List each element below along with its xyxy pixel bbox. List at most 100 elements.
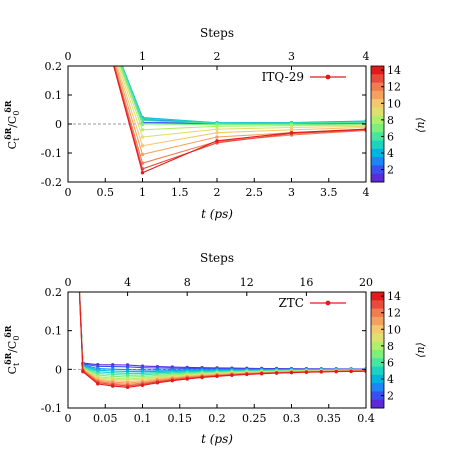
x-tick-label: 0 xyxy=(65,186,72,199)
colorbar-segment xyxy=(371,132,384,142)
data-point-n2 xyxy=(140,366,145,370)
x-tick-label: 0.05 xyxy=(93,412,118,425)
colorbar-tick-label: 8 xyxy=(387,340,394,353)
data-point-n7 xyxy=(140,122,145,126)
p1-legend-marker xyxy=(325,74,331,80)
y-tick-label: 0 xyxy=(55,118,62,131)
colorbar-tick-label: 8 xyxy=(387,114,394,127)
data-point-n2 xyxy=(111,364,115,369)
colorbar-frame xyxy=(370,291,385,409)
panel-ztc: Steps 0 0.05 0.1 0.15 0.2 0.25 0.3 0.35 0.4 0 4 8 12… xyxy=(3,251,427,446)
y-tick-label: -0.2 xyxy=(41,176,62,189)
data-point-n8 xyxy=(140,128,145,132)
data-point-n10 xyxy=(289,128,294,132)
data-point-n14 xyxy=(334,369,338,374)
data-point-n14 xyxy=(230,373,234,377)
data-point-n14 xyxy=(81,369,85,374)
top-tick-label: 0 xyxy=(65,276,72,289)
data-point-n2 xyxy=(125,365,130,369)
colorbar-segment xyxy=(371,74,384,84)
x-tick-label: 0.5 xyxy=(97,186,115,199)
p1-y-axis-label: CtδR/C0δR xyxy=(3,100,21,149)
p1-plot-frame xyxy=(67,65,367,183)
p2-top-axis-label: Steps xyxy=(200,251,234,265)
plot-area xyxy=(68,292,366,390)
colorbar-segment xyxy=(371,350,384,359)
colorbar-segment xyxy=(371,115,384,125)
data-point-n14 xyxy=(304,370,309,374)
colorbar-segment xyxy=(371,391,384,401)
p2-legend-label: ZTC xyxy=(278,296,304,310)
colorbar-tick-label: 12 xyxy=(387,307,401,320)
colorbar-tick-label: 14 xyxy=(387,290,401,303)
colorbar-tick-label: 6 xyxy=(387,130,394,143)
p2-ticks: 0 0.05 0.1 0.15 0.2 0.25 0.3 0.35 0.4 0 4 8 12 16 20 0.… xyxy=(41,276,375,425)
x-tick-label: 1 xyxy=(139,186,146,199)
x-tick-label: 3.5 xyxy=(320,186,338,199)
colorbar-segment xyxy=(371,140,384,150)
top-tick-label: 12 xyxy=(240,276,254,289)
p1-x-axis-label: t (ps) xyxy=(201,207,233,221)
p1-legend-label: ITQ-29 xyxy=(262,70,304,84)
p1-colorbar-label: ⟨n⟩ xyxy=(414,117,427,133)
series-line-n1 xyxy=(120,66,366,126)
x-tick-label: 3 xyxy=(288,186,295,199)
data-point-n14 xyxy=(289,370,294,375)
top-tick-label: 1 xyxy=(139,50,146,63)
data-point-n14 xyxy=(96,382,100,386)
data-point-n14 xyxy=(274,371,279,375)
y-tick-label: 0.2 xyxy=(45,286,63,299)
p1-top-axis-label: Steps xyxy=(200,26,234,40)
colorbar-segment xyxy=(371,90,384,100)
data-point-n14 xyxy=(245,372,249,377)
data-point-n8 xyxy=(215,124,219,129)
x-tick-label: 4 xyxy=(363,186,370,199)
y-tick-label: -0.1 xyxy=(41,402,62,415)
x-tick-label: 0.4 xyxy=(357,412,375,425)
p2-legend-marker xyxy=(325,300,331,306)
colorbar-segment xyxy=(371,374,384,384)
p2-plot-frame xyxy=(67,291,367,409)
data-point-n14 xyxy=(349,369,353,374)
colorbar-segment xyxy=(371,399,384,409)
top-tick-label: 4 xyxy=(124,276,131,289)
x-tick-label: 0.2 xyxy=(208,412,226,425)
y-tick-label: 0.2 xyxy=(45,60,63,73)
colorbar-segment xyxy=(371,173,384,183)
data-point-n14 xyxy=(140,383,145,387)
colorbar-segment xyxy=(371,99,384,108)
data-point-n9 xyxy=(140,135,145,139)
p1-colorbar: 14 12 10 8 6 4 2 xyxy=(370,64,401,183)
colorbar-segment xyxy=(371,325,384,334)
data-point-n14 xyxy=(125,385,130,390)
colorbar-frame xyxy=(370,65,385,183)
data-point-n14 xyxy=(155,381,160,385)
colorbar-segment xyxy=(371,358,384,368)
colorbar-segment xyxy=(371,292,384,301)
data-point-n14 xyxy=(140,171,145,175)
y-tick-label: 0 xyxy=(55,363,62,376)
data-point-n14 xyxy=(170,378,174,383)
colorbar-segment xyxy=(371,366,384,376)
colorbar-tick-label: 10 xyxy=(387,97,401,110)
top-tick-label: 0 xyxy=(65,50,72,63)
series-line-n12 xyxy=(114,66,366,164)
data-point-n14 xyxy=(289,131,294,135)
x-tick-label: 0.35 xyxy=(317,412,342,425)
x-tick-label: 0.15 xyxy=(168,412,193,425)
colorbar-segment xyxy=(371,124,384,133)
colorbar-tick-label: 4 xyxy=(387,147,394,160)
x-tick-label: 2.5 xyxy=(246,186,264,199)
data-point-n14 xyxy=(200,375,204,380)
top-tick-label: 3 xyxy=(288,50,295,63)
colorbar-segment xyxy=(371,66,384,75)
colorbar-segment xyxy=(371,82,384,92)
colorbar-segment xyxy=(371,333,384,343)
series-line-n9 xyxy=(117,66,366,138)
p2-y-axis-label: CtδR/C0δR xyxy=(3,325,21,374)
top-tick-label: 2 xyxy=(214,50,221,63)
colorbar-segment xyxy=(371,157,384,166)
p2-colorbar: 14 12 10 8 6 4 2 xyxy=(370,290,401,409)
x-tick-label: 0.25 xyxy=(242,412,267,425)
data-point-n10 xyxy=(140,144,145,148)
